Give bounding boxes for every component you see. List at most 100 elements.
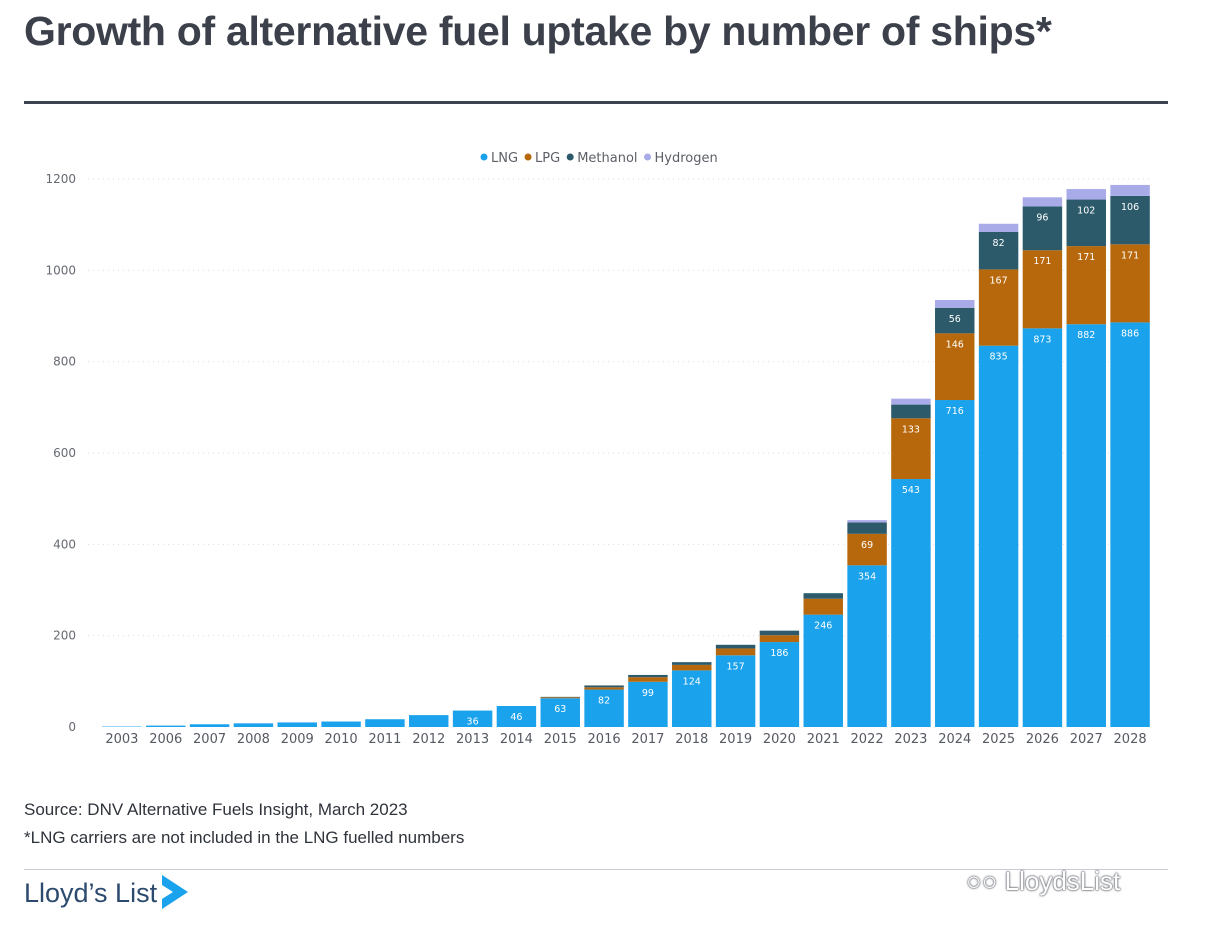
bar-lpg-2023 xyxy=(891,418,931,480)
data-label-lpg-2023: 133 xyxy=(902,424,920,435)
bar-lng-2025 xyxy=(978,345,1019,727)
bar-lng-2027 xyxy=(1066,324,1106,727)
brand-logo: Lloyd’s List xyxy=(24,878,158,908)
bar-lng-2010 xyxy=(321,721,361,727)
x-tick-label: 2024 xyxy=(938,732,971,747)
bar-lng-2015 xyxy=(540,698,580,727)
x-tick-label: 2017 xyxy=(631,732,664,747)
x-tick-label: 2014 xyxy=(500,732,533,747)
x-tick-label: 2015 xyxy=(544,732,577,747)
data-label-methanol-2025: 82 xyxy=(993,238,1005,249)
bar-lng-2006 xyxy=(146,725,186,727)
data-label-lpg-2022: 69 xyxy=(861,540,873,551)
x-tick-label: 2019 xyxy=(719,732,752,747)
bar-methanol-2023 xyxy=(891,404,931,419)
y-tick-label: 200 xyxy=(53,629,76,643)
legend-label-hydrogen: Hydrogen xyxy=(655,151,718,166)
data-label-lpg-2028: 171 xyxy=(1121,250,1139,261)
bar-hydrogen-2025 xyxy=(978,223,1019,232)
data-label-lpg-2025: 167 xyxy=(990,275,1008,286)
x-tick-label: 2027 xyxy=(1070,732,1103,747)
bar-methanol-2025 xyxy=(978,231,1019,270)
bar-methanol-2019 xyxy=(715,644,756,649)
bar-lng-2014 xyxy=(496,705,537,727)
x-tick-label: 2011 xyxy=(368,732,401,747)
data-label-lng-2019: 157 xyxy=(727,661,745,672)
x-tick-label: 2008 xyxy=(237,732,270,747)
bar-hydrogen-2024 xyxy=(935,300,975,308)
bar-methanol-2020 xyxy=(759,630,800,636)
y-axis: 0 200 400 600 800 1000 1200 xyxy=(45,172,76,734)
y-tick-label: 800 xyxy=(53,355,76,369)
x-tick-label: 2012 xyxy=(412,732,445,747)
bar-lng-2020 xyxy=(759,642,800,727)
data-label-lng-2015: 63 xyxy=(554,704,566,715)
data-label-lng-2016: 82 xyxy=(598,696,610,707)
legend-label-lng: LNG xyxy=(491,151,518,166)
x-tick-label: 2006 xyxy=(149,732,182,747)
bar-lng-2023 xyxy=(891,479,931,727)
bar-lng-2007 xyxy=(189,724,230,727)
data-label-lng-2026: 873 xyxy=(1033,334,1051,345)
data-label-lpg-2027: 171 xyxy=(1077,252,1095,263)
legend-label-methanol: Methanol xyxy=(577,151,637,166)
bar-methanol-2027 xyxy=(1066,199,1106,247)
bar-lng-2011 xyxy=(365,719,405,727)
x-tick-label: 2013 xyxy=(456,732,489,747)
data-label-lng-2020: 186 xyxy=(770,648,788,659)
bar-lng-2017 xyxy=(628,681,668,727)
bar-lpg-2016 xyxy=(584,687,624,690)
bar-methanol-2028 xyxy=(1110,195,1150,245)
x-tick-label: 2007 xyxy=(193,732,226,747)
bar-lpg-2020 xyxy=(759,635,800,643)
bar-lng-2024 xyxy=(935,400,975,727)
x-tick-label: 2022 xyxy=(851,732,884,747)
bar-methanol-2022 xyxy=(847,522,887,534)
bar-lng-2021 xyxy=(803,614,843,727)
bar-methanol-2018 xyxy=(672,662,712,665)
bar-lng-2013 xyxy=(452,710,493,727)
legend-marker-methanol xyxy=(566,153,574,161)
x-tick-label: 2026 xyxy=(1026,732,1059,747)
y-tick-label: 1200 xyxy=(45,172,76,186)
watermark-text: LloydsList xyxy=(1004,866,1121,896)
x-tick-label: 2018 xyxy=(675,732,708,747)
x-tick-label: 2021 xyxy=(807,732,840,747)
x-tick-label: 2016 xyxy=(588,732,621,747)
bar-hydrogen-2023 xyxy=(891,398,931,405)
bar-lpg-2024 xyxy=(935,333,975,401)
bar-lpg-2017 xyxy=(628,677,668,682)
bar-lpg-2028 xyxy=(1110,244,1150,323)
x-tick-label: 2028 xyxy=(1114,732,1147,747)
legend-marker-hydrogen xyxy=(644,153,652,161)
data-label-lng-2027: 882 xyxy=(1077,330,1095,341)
data-label-lng-2024: 716 xyxy=(946,406,964,417)
bar-lng-2019 xyxy=(715,655,756,727)
bar-lpg-2018 xyxy=(672,664,712,671)
data-label-lng-2023: 543 xyxy=(902,485,920,496)
bar-methanol-2016 xyxy=(584,685,624,688)
footer-divider xyxy=(24,869,1168,870)
bars: 36 46 63 82 99 124 157 186 246 354 69 543 133 716 146 5… xyxy=(102,184,1150,728)
data-label-methanol-2024: 56 xyxy=(949,314,961,325)
data-label-methanol-2026: 96 xyxy=(1036,212,1048,223)
data-label-lng-2013: 36 xyxy=(467,717,479,728)
x-tick-label: 2010 xyxy=(325,732,358,747)
watermark: ○○ LloydsList xyxy=(966,866,1120,897)
bar-lpg-2021 xyxy=(803,598,843,615)
y-tick-label: 0 xyxy=(68,720,76,734)
data-label-lpg-2026: 171 xyxy=(1033,256,1051,267)
data-label-lng-2021: 246 xyxy=(814,621,832,632)
bar-lpg-2022 xyxy=(847,533,887,566)
stacked-bar-chart: LNG LPG Methanol Hydrogen 0 200 400 600 800 1000… xyxy=(45,151,1152,747)
legend-marker-lng xyxy=(480,153,488,161)
data-label-lng-2018: 124 xyxy=(683,676,701,687)
source-note: Source: DNV Alternative Fuels Insight, M… xyxy=(24,800,408,819)
bar-lpg-2027 xyxy=(1066,246,1106,325)
bar-methanol-2021 xyxy=(803,593,843,599)
x-tick-label: 2023 xyxy=(894,732,927,747)
data-label-lng-2025: 835 xyxy=(990,352,1008,363)
bar-methanol-2024 xyxy=(935,307,975,334)
data-label-lng-2017: 99 xyxy=(642,688,654,699)
data-label-lpg-2024: 146 xyxy=(946,339,964,350)
